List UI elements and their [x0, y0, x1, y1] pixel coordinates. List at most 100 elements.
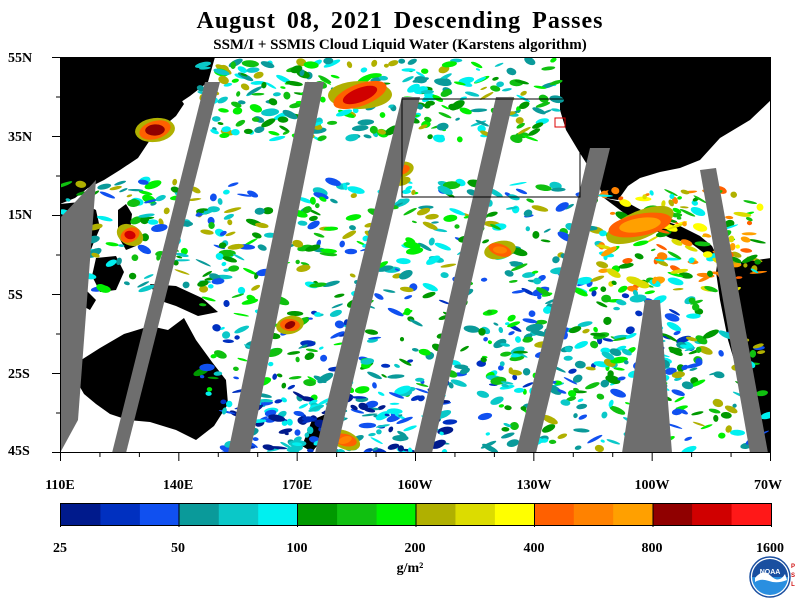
cloud-blob: [137, 244, 152, 255]
small-region-box: [554, 117, 566, 128]
cloud-blob: [389, 402, 400, 405]
cloud-blob: [418, 124, 428, 130]
cloud-blob: [667, 277, 684, 286]
cloud-blob: [460, 345, 469, 352]
cloud-blob: [91, 252, 100, 258]
cloud-blob: [223, 207, 242, 214]
cloud-blob: [509, 421, 519, 431]
cloud-blob: [261, 81, 267, 89]
cloud-blob: [735, 276, 743, 279]
cloud-blob: [590, 275, 605, 282]
cloud-blob: [105, 242, 119, 247]
cloud-blob: [295, 259, 300, 265]
cloud-blob: [593, 326, 598, 333]
cloud-blob: [743, 200, 758, 205]
cloud-blob: [246, 86, 263, 95]
swath-gap: [60, 180, 96, 453]
cloud-blob: [482, 443, 499, 453]
cloud-blob: [644, 290, 656, 295]
cloud-blob: [388, 104, 394, 108]
cloud-blob: [490, 85, 501, 92]
colorbar-segment: [573, 504, 614, 525]
cloud-blob: [448, 103, 458, 111]
cloud-blob: [688, 257, 695, 264]
swath-gap: [516, 148, 610, 453]
cloud-blob: [612, 337, 629, 342]
cloud-blob: [607, 370, 614, 378]
lon-label: 110E: [45, 478, 75, 493]
cloud-blob: [268, 414, 286, 422]
cloud-blob: [448, 382, 454, 389]
cloud-blob: [272, 373, 278, 380]
colorbar-segment: [376, 504, 417, 525]
cloud-blob: [377, 391, 385, 396]
cloud-blob: [609, 348, 622, 357]
cloud-blob: [679, 206, 689, 209]
cloud-blob: [599, 230, 607, 237]
cloud-blob: [279, 125, 289, 132]
cloud-blob: [227, 182, 239, 187]
cloud-blob: [729, 243, 736, 251]
cloud-blob: [281, 382, 287, 389]
cloud-blob: [745, 216, 753, 222]
cloud-blob: [354, 386, 370, 394]
cloud-blob: [291, 442, 303, 447]
cloud-blob: [376, 429, 382, 435]
cloud-blob: [498, 404, 505, 408]
cloud-blob: [418, 242, 432, 252]
cloud-blob: [573, 413, 578, 419]
cloud-blob: [194, 61, 212, 68]
cloud-blob: [414, 76, 427, 84]
cloud-blob: [399, 286, 414, 293]
cloud-blob: [412, 88, 419, 92]
cloud-blob: [290, 65, 303, 74]
cloud-blob: [566, 396, 577, 402]
cloud-blob: [577, 321, 593, 327]
cloud-blob: [99, 191, 116, 199]
cloud-blob: [427, 134, 433, 140]
cloud-blob: [334, 320, 345, 329]
cloud-blob: [158, 218, 164, 226]
cloud-blob: [313, 375, 327, 384]
cloud-blob: [372, 382, 377, 389]
cloud-blob: [313, 232, 325, 238]
cloud-blob: [237, 357, 248, 362]
cloud-blob: [206, 387, 213, 392]
cloud-blob: [421, 68, 429, 74]
cloud-blob: [398, 58, 406, 64]
cloud-blob: [411, 189, 416, 196]
colorbar-segment: [613, 504, 654, 525]
cloud-blob: [197, 280, 209, 287]
lon-label: 170E: [281, 478, 313, 493]
lon-label: 100W: [634, 478, 670, 493]
cloud-blob: [251, 92, 265, 96]
cloud-blob: [213, 371, 223, 376]
cloud-blob: [97, 183, 112, 190]
colorbar-segment: [139, 504, 180, 525]
cloud-blob: [307, 448, 314, 453]
cloud-blob: [222, 256, 237, 263]
cloud-blob: [564, 346, 573, 353]
cloud-blob: [175, 252, 189, 258]
cloud-blob: [475, 119, 489, 127]
cloud-blob: [200, 229, 214, 235]
cloud-blob: [262, 207, 274, 215]
cloud-blob: [350, 193, 357, 199]
cloud-blob: [439, 431, 444, 436]
cloud-blob: [381, 363, 391, 368]
colorbar-tick-label: 400: [523, 541, 545, 556]
cloud-blob: [470, 61, 483, 69]
cloud-blob: [492, 76, 499, 81]
cloud-blob: [222, 339, 234, 344]
cloud-blob: [724, 405, 738, 414]
cloud-blob: [318, 75, 332, 84]
cloud-blob: [218, 75, 229, 85]
cloud-blob: [396, 416, 413, 425]
cloud-blob: [728, 235, 735, 243]
cloud-blob: [541, 66, 556, 71]
cloud-blob: [231, 128, 240, 136]
cloud-blob: [212, 324, 221, 332]
cloud-blob: [691, 200, 699, 206]
cloud-blob: [692, 421, 705, 427]
cloud-blob: [420, 89, 434, 94]
